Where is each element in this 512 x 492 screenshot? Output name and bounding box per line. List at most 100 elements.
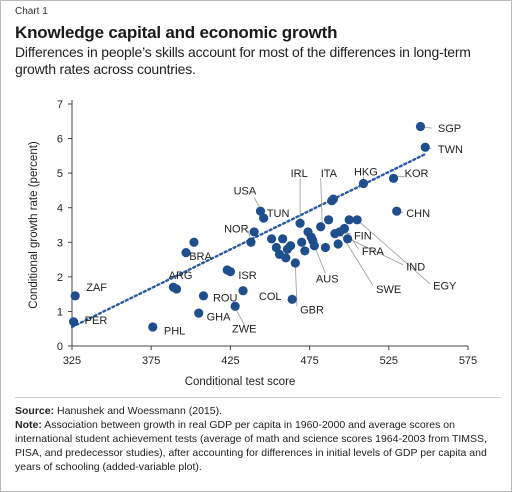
data-point-per bbox=[68, 317, 79, 327]
data-point-zwe bbox=[230, 301, 240, 311]
country-label-swe: SWE bbox=[376, 284, 401, 296]
data-point bbox=[290, 258, 300, 268]
country-label-isr: ISR bbox=[238, 270, 256, 282]
y-tick-label: 6 bbox=[57, 134, 63, 146]
y-tick-label: 1 bbox=[57, 306, 63, 318]
data-point-usa bbox=[255, 206, 266, 216]
leader-line bbox=[356, 219, 431, 285]
leader-line bbox=[320, 178, 323, 226]
data-point bbox=[171, 284, 182, 294]
data-point-gbr bbox=[287, 294, 297, 304]
country-label-nor: NOR bbox=[224, 223, 249, 235]
data-point-ind bbox=[352, 215, 362, 225]
country-label-rou: ROU bbox=[213, 293, 238, 305]
chart-subtitle: Differences in people’s skills account f… bbox=[15, 44, 471, 77]
data-point bbox=[249, 227, 259, 237]
x-tick-label: 575 bbox=[459, 355, 477, 367]
country-label-col: COL bbox=[259, 291, 282, 303]
y-tick-label: 0 bbox=[57, 341, 63, 353]
country-label-irl: IRL bbox=[291, 168, 308, 180]
leader-line bbox=[349, 238, 404, 266]
country-label-sgp: SGP bbox=[438, 123, 461, 135]
data-point bbox=[271, 242, 281, 253]
data-point-irl bbox=[295, 218, 305, 228]
country-label-gha: GHA bbox=[207, 312, 232, 324]
data-point-col bbox=[238, 286, 248, 296]
country-label-gbr: GBR bbox=[300, 305, 324, 317]
data-point-sgp bbox=[415, 121, 426, 132]
x-tick-label: 525 bbox=[380, 355, 398, 367]
data-point-chn bbox=[392, 206, 402, 216]
data-point bbox=[297, 237, 307, 247]
x-tick-label: 325 bbox=[63, 355, 81, 367]
source-line: Source: Hanushek and Woessmann (2015). bbox=[15, 404, 505, 418]
data-point bbox=[285, 241, 296, 251]
data-point bbox=[333, 239, 343, 249]
divider bbox=[15, 397, 501, 398]
data-point-ita bbox=[316, 222, 326, 232]
country-label-per: PER bbox=[85, 315, 108, 327]
note-text: Association between growth in real GDP p… bbox=[15, 419, 487, 473]
country-label-fin: FIN bbox=[354, 230, 372, 242]
country-label-bra: BRA bbox=[189, 251, 212, 263]
x-axis-label: Conditional test score bbox=[185, 376, 296, 388]
data-point-egy bbox=[343, 234, 353, 244]
data-point bbox=[344, 215, 354, 225]
data-point bbox=[309, 241, 319, 251]
data-point bbox=[328, 194, 338, 204]
note-label: Note: bbox=[15, 419, 42, 431]
country-label-twn: TWN bbox=[438, 144, 463, 156]
country-label-zwe: ZWE bbox=[232, 324, 256, 336]
source-text: Hanushek and Woessmann (2015). bbox=[57, 405, 223, 417]
data-point-aus bbox=[320, 242, 331, 253]
y-axis-label: Conditional growth rate (percent) bbox=[28, 141, 40, 309]
data-point-zaf bbox=[70, 291, 80, 301]
chart-number: Chart 1 bbox=[15, 6, 48, 17]
data-point-hkg bbox=[358, 178, 369, 189]
country-label-zaf: ZAF bbox=[86, 282, 107, 294]
y-tick-label: 7 bbox=[57, 99, 63, 111]
country-label-phl: PHL bbox=[164, 325, 185, 337]
country-label-tun: TUN bbox=[267, 208, 290, 220]
data-point-fra bbox=[339, 223, 350, 234]
y-tick-label: 2 bbox=[57, 272, 63, 284]
leader-line bbox=[313, 245, 326, 274]
country-label-usa: USA bbox=[234, 185, 257, 197]
x-tick-label: 475 bbox=[300, 355, 318, 367]
data-point-kor bbox=[388, 173, 399, 183]
data-point bbox=[222, 265, 232, 275]
y-tick-label: 5 bbox=[57, 168, 63, 180]
data-point bbox=[324, 215, 334, 225]
data-point-bra bbox=[181, 248, 191, 258]
chart-notes: Source: Hanushek and Woessmann (2015). N… bbox=[15, 404, 505, 474]
country-label-arg: ARG bbox=[169, 270, 193, 282]
data-point bbox=[300, 246, 310, 256]
source-label: Source: bbox=[15, 405, 55, 417]
data-point bbox=[281, 253, 291, 263]
data-point bbox=[266, 234, 277, 244]
country-label-egy: EGY bbox=[433, 281, 457, 293]
note-line: Note: Association between growth in real… bbox=[15, 418, 505, 474]
data-point bbox=[189, 237, 199, 247]
y-tick-label: 3 bbox=[57, 237, 63, 249]
country-label-chn: CHN bbox=[406, 208, 430, 220]
y-tick-label: 4 bbox=[57, 203, 63, 215]
data-point-nor bbox=[246, 237, 256, 247]
country-label-ind: IND bbox=[406, 261, 425, 273]
data-point-rou bbox=[198, 291, 209, 301]
data-point-gha bbox=[194, 308, 204, 318]
country-label-ita: ITA bbox=[321, 168, 338, 180]
x-tick-label: 425 bbox=[221, 355, 239, 367]
country-label-hkg: HKG bbox=[354, 166, 378, 178]
leader-line bbox=[234, 307, 246, 326]
data-point-tun bbox=[259, 213, 269, 223]
x-tick-label: 375 bbox=[142, 355, 160, 367]
data-point-phl bbox=[148, 322, 158, 332]
chart-title: Knowledge capital and economic growth bbox=[15, 23, 338, 42]
country-label-fra: FRA bbox=[362, 246, 385, 258]
data-point bbox=[278, 234, 288, 244]
data-point-twn bbox=[420, 142, 430, 152]
country-label-kor: KOR bbox=[405, 168, 429, 180]
